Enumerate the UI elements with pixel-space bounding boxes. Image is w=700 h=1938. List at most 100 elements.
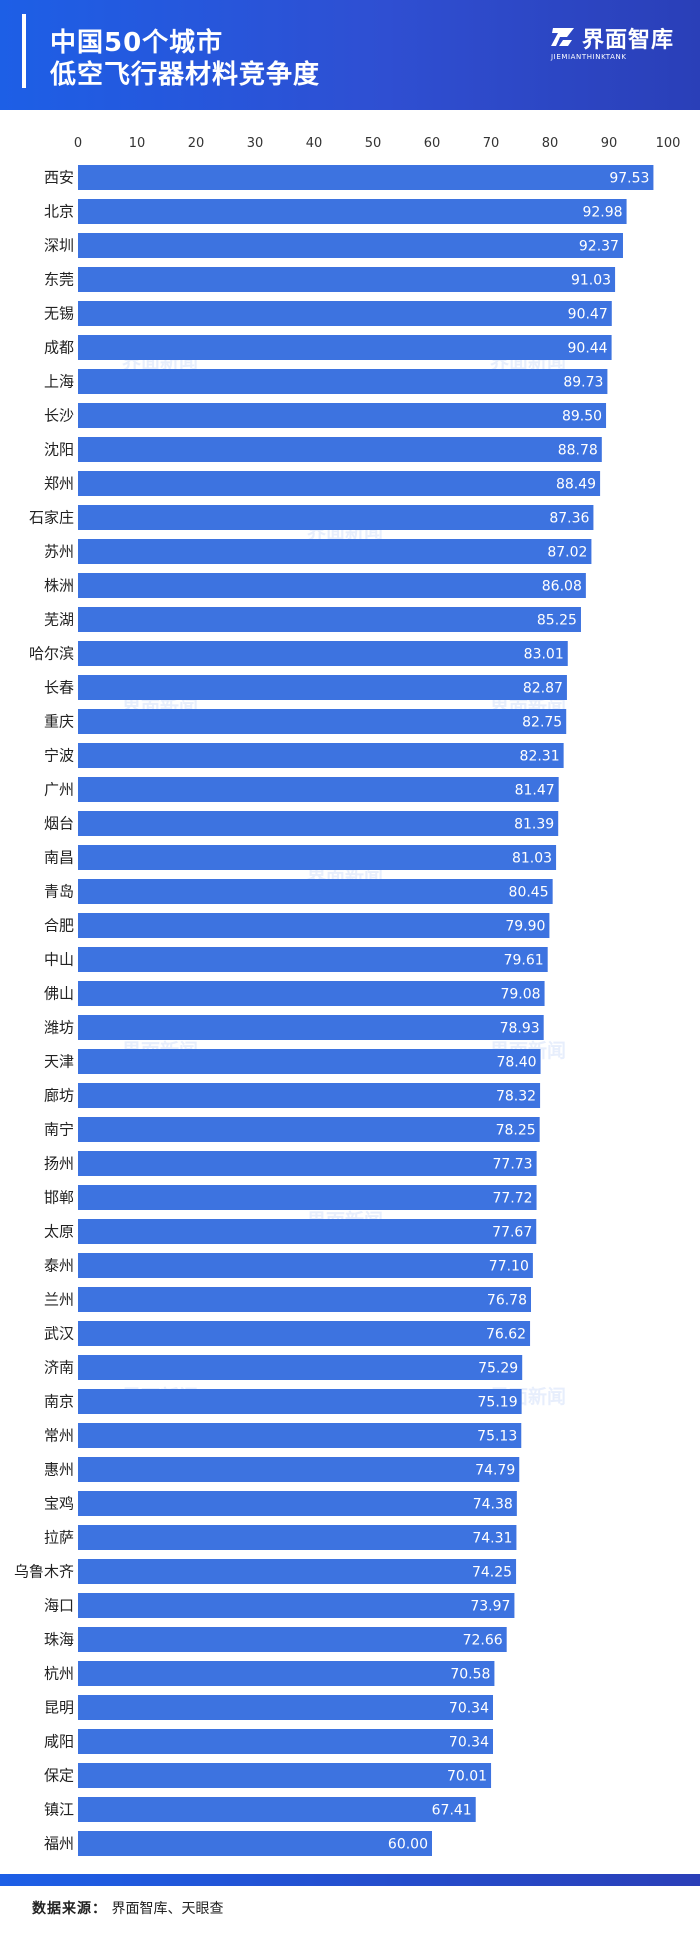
bar xyxy=(78,403,607,428)
category-label: 邯郸 xyxy=(44,1189,74,1207)
category-label: 深圳 xyxy=(44,237,74,255)
category-label: 济南 xyxy=(44,1359,74,1377)
bar xyxy=(78,1253,533,1278)
bar xyxy=(78,1389,522,1414)
category-label: 重庆 xyxy=(44,713,74,731)
data-label: 89.50 xyxy=(562,409,602,425)
chart-header: 中国50个城市 低空飞行器材料竞争度 界面智库 JIEMIANTHINKTANK xyxy=(0,0,700,110)
bar xyxy=(78,879,553,904)
category-label: 芜湖 xyxy=(44,611,74,629)
x-tick-label: 70 xyxy=(483,136,500,151)
bar xyxy=(78,845,557,870)
bar xyxy=(78,777,559,802)
bar xyxy=(78,505,594,530)
data-label: 81.03 xyxy=(512,851,552,867)
data-label: 87.02 xyxy=(547,545,587,561)
footer-band xyxy=(0,1874,700,1886)
bar xyxy=(78,1321,531,1346)
data-label: 77.67 xyxy=(492,1225,532,1241)
x-tick-label: 90 xyxy=(601,136,618,151)
brand-logo-icon xyxy=(551,28,574,46)
data-label: 88.78 xyxy=(558,443,598,459)
category-label: 哈尔滨 xyxy=(29,645,74,663)
data-label: 79.61 xyxy=(504,953,544,969)
bar xyxy=(78,641,568,666)
data-label: 89.73 xyxy=(563,375,603,391)
category-label: 无锡 xyxy=(44,305,74,323)
data-label: 91.03 xyxy=(571,273,611,289)
bar xyxy=(78,811,559,836)
bar xyxy=(78,1219,537,1244)
bar xyxy=(78,1729,494,1754)
x-tick-label: 100 xyxy=(656,136,681,151)
category-label: 株洲 xyxy=(44,577,74,595)
category-label: 南昌 xyxy=(44,849,74,867)
x-tick-label: 0 xyxy=(74,136,82,151)
data-label: 79.90 xyxy=(505,919,545,935)
category-label: 烟台 xyxy=(44,815,74,833)
bar xyxy=(78,913,550,938)
bar xyxy=(78,1287,532,1312)
data-label: 90.47 xyxy=(568,307,608,323)
category-label: 西安 xyxy=(44,169,74,187)
category-label: 郑州 xyxy=(44,475,74,493)
data-label: 70.34 xyxy=(449,1735,489,1751)
bar xyxy=(78,301,612,326)
data-label: 87.36 xyxy=(549,511,589,527)
data-label: 79.08 xyxy=(500,987,540,1003)
data-label: 88.49 xyxy=(556,477,596,493)
data-label: 75.29 xyxy=(478,1361,518,1377)
x-axis: 0 10 20 30 40 50 60 70 80 90 100 xyxy=(74,136,681,151)
x-tick-label: 20 xyxy=(188,136,205,151)
bar xyxy=(78,947,548,972)
category-label: 惠州 xyxy=(44,1461,74,1479)
bar xyxy=(78,1831,432,1856)
bar-series: 西安 97.53 北京 92.98 深圳 92.37 东莞 91.03 无锡 90.47 成都 90.… xyxy=(14,165,654,1856)
bar xyxy=(78,1355,523,1380)
category-label: 珠海 xyxy=(44,1631,74,1649)
data-label: 74.25 xyxy=(472,1565,512,1581)
brand-logo-name: 界面智库 xyxy=(582,28,675,53)
data-label: 92.98 xyxy=(582,205,622,221)
category-label: 武汉 xyxy=(44,1325,74,1343)
bar xyxy=(78,1015,544,1040)
data-label: 74.31 xyxy=(472,1531,512,1547)
bar xyxy=(78,1083,541,1108)
bar xyxy=(78,1559,517,1584)
data-label: 70.01 xyxy=(447,1769,487,1785)
category-label: 石家庄 xyxy=(29,509,74,527)
category-label: 广州 xyxy=(44,781,74,799)
data-source-label: 数据来源： xyxy=(32,1901,107,1917)
category-label: 乌鲁木齐 xyxy=(14,1563,74,1581)
data-label: 82.75 xyxy=(522,715,562,731)
category-label: 廊坊 xyxy=(44,1087,74,1105)
category-label: 北京 xyxy=(44,203,74,221)
bar xyxy=(78,539,592,564)
data-label: 76.62 xyxy=(486,1327,526,1343)
category-label: 潍坊 xyxy=(44,1019,74,1037)
bar xyxy=(78,1457,520,1482)
data-label: 78.93 xyxy=(500,1021,540,1037)
bar xyxy=(78,1593,515,1618)
category-label: 昆明 xyxy=(44,1699,74,1717)
bar-chart: 界面新闻界面新闻界面新闻界面新闻界面新闻界面新闻界面新闻界面新闻界面新闻界面新闻… xyxy=(14,136,681,1856)
category-label: 常州 xyxy=(44,1427,74,1445)
data-label: 90.44 xyxy=(568,341,608,357)
bar xyxy=(78,1763,492,1788)
category-label: 佛山 xyxy=(44,985,74,1003)
category-label: 南京 xyxy=(44,1393,74,1411)
bar xyxy=(78,335,612,360)
data-label: 74.38 xyxy=(473,1497,513,1513)
bar xyxy=(78,743,564,768)
category-label: 泰州 xyxy=(44,1257,74,1275)
category-label: 海口 xyxy=(44,1597,74,1615)
category-label: 长沙 xyxy=(44,407,74,425)
bar xyxy=(78,1525,517,1550)
data-label: 97.53 xyxy=(609,171,649,187)
data-label: 80.45 xyxy=(509,885,549,901)
category-label: 长春 xyxy=(44,679,74,697)
data-label: 81.47 xyxy=(515,783,555,799)
data-label: 60.00 xyxy=(388,1837,428,1853)
category-label: 苏州 xyxy=(44,543,74,561)
category-label: 兰州 xyxy=(44,1291,74,1309)
